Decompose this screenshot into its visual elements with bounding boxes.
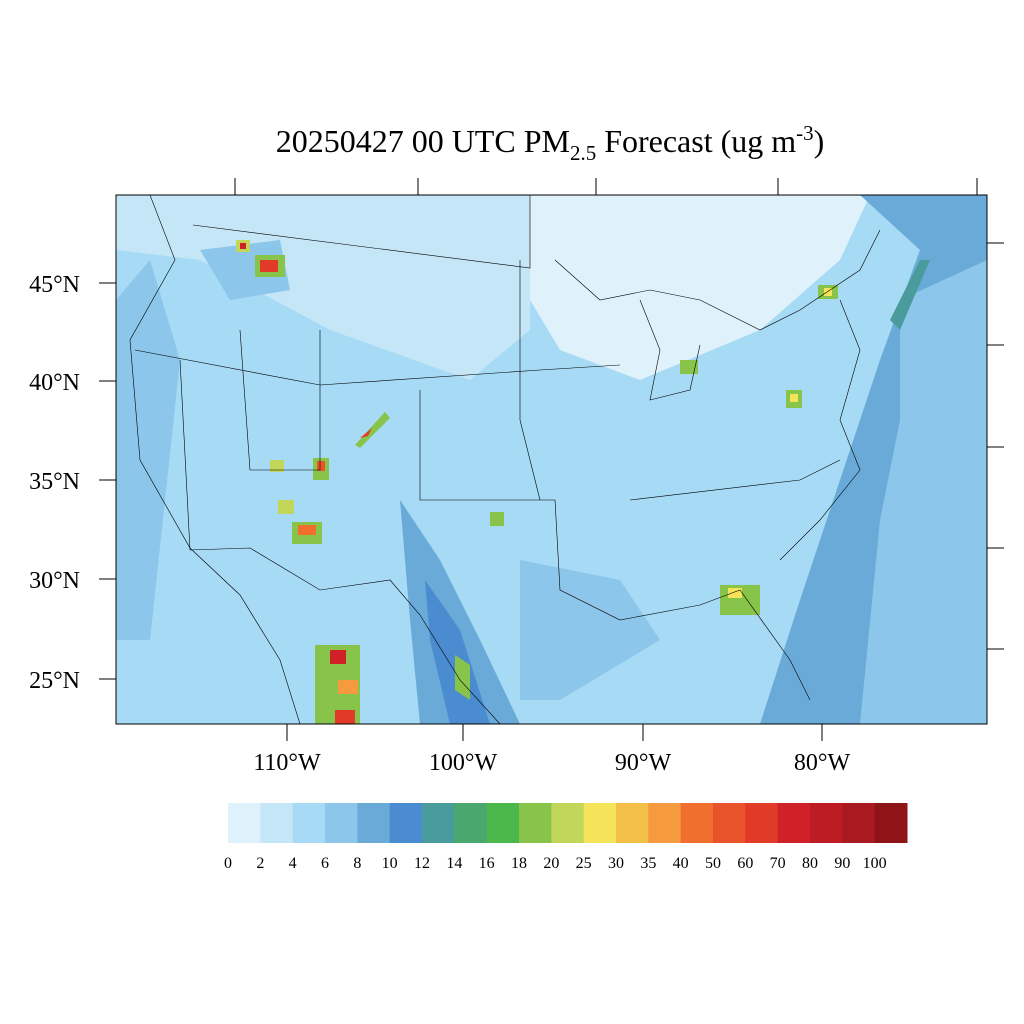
colorbar-box xyxy=(260,803,294,843)
hotspots xyxy=(236,240,838,724)
latitude-label: 25°N xyxy=(29,668,80,694)
title-subscript: 2.5 xyxy=(570,141,596,165)
colorbar-box xyxy=(422,803,455,843)
latitude-label: 40°N xyxy=(29,370,80,396)
title-end: ) xyxy=(814,123,825,159)
colorbar-label: 25 xyxy=(576,855,592,872)
colorbar-label: 6 xyxy=(321,855,329,872)
colorbar-box xyxy=(519,803,552,843)
colorbar-box xyxy=(777,803,811,843)
colorbar-label: 100 xyxy=(863,855,887,872)
latitude-label: 35°N xyxy=(29,469,80,495)
colorbar-label: 80 xyxy=(802,855,818,872)
colorbar-box xyxy=(583,803,617,843)
title-superscript: -3 xyxy=(796,121,814,145)
boundaries xyxy=(129,195,881,724)
colorbar-box xyxy=(713,803,746,843)
colorbar-label: 12 xyxy=(414,855,430,872)
colorbar-box xyxy=(454,803,488,843)
title-middle: Forecast (ug m xyxy=(596,123,796,159)
colorbar-label: 40 xyxy=(673,855,689,872)
colorbar-label: 35 xyxy=(640,855,656,872)
colorbar-box xyxy=(228,803,261,843)
colorbar-label: 2 xyxy=(256,855,264,872)
colorbar-box xyxy=(842,803,876,843)
colorbar-label: 50 xyxy=(705,855,721,872)
colorbar-box xyxy=(874,803,908,843)
colorbar-label: 8 xyxy=(353,855,361,872)
colorbar-box xyxy=(648,803,682,843)
colorbar-box xyxy=(680,803,714,843)
colorbar-box xyxy=(292,803,326,843)
colorbar-label: 0 xyxy=(224,855,232,872)
title-main: 20250427 00 UTC PM xyxy=(276,123,570,159)
colorbar-box xyxy=(389,803,423,843)
longitude-label: 90°W xyxy=(615,750,672,776)
colorbar-label: 30 xyxy=(608,855,624,872)
longitude-label: 110°W xyxy=(253,750,321,776)
colorbar-label: 4 xyxy=(289,855,297,872)
map-frame xyxy=(115,194,988,725)
colorbar-label: 18 xyxy=(511,855,527,872)
colorbar-box xyxy=(745,803,779,843)
colorbar-box xyxy=(551,803,585,843)
colorbar-label: 14 xyxy=(446,855,462,872)
colorbar-label: 90 xyxy=(834,855,850,872)
latitude-label: 30°N xyxy=(29,568,80,594)
latitude-label: 45°N xyxy=(29,272,80,298)
colorbar-label: 60 xyxy=(737,855,753,872)
longitude-label: 100°W xyxy=(429,750,498,776)
map-field xyxy=(116,195,987,724)
colorbar-label: 10 xyxy=(382,855,398,872)
colorbar-label: 16 xyxy=(479,855,495,872)
colorbar-label: 70 xyxy=(770,855,786,872)
title: 20250427 00 UTC PM2.5 Forecast (ug m-3) xyxy=(276,121,825,165)
colorbar-box xyxy=(325,803,358,843)
colorbar-label: 20 xyxy=(543,855,559,872)
map-ticks xyxy=(99,178,1004,741)
colorbar-box xyxy=(486,803,520,843)
colorbar-box xyxy=(810,803,843,843)
longitude-label: 80°W xyxy=(794,750,851,776)
colorbar-box xyxy=(357,803,391,843)
colorbar-box xyxy=(616,803,649,843)
